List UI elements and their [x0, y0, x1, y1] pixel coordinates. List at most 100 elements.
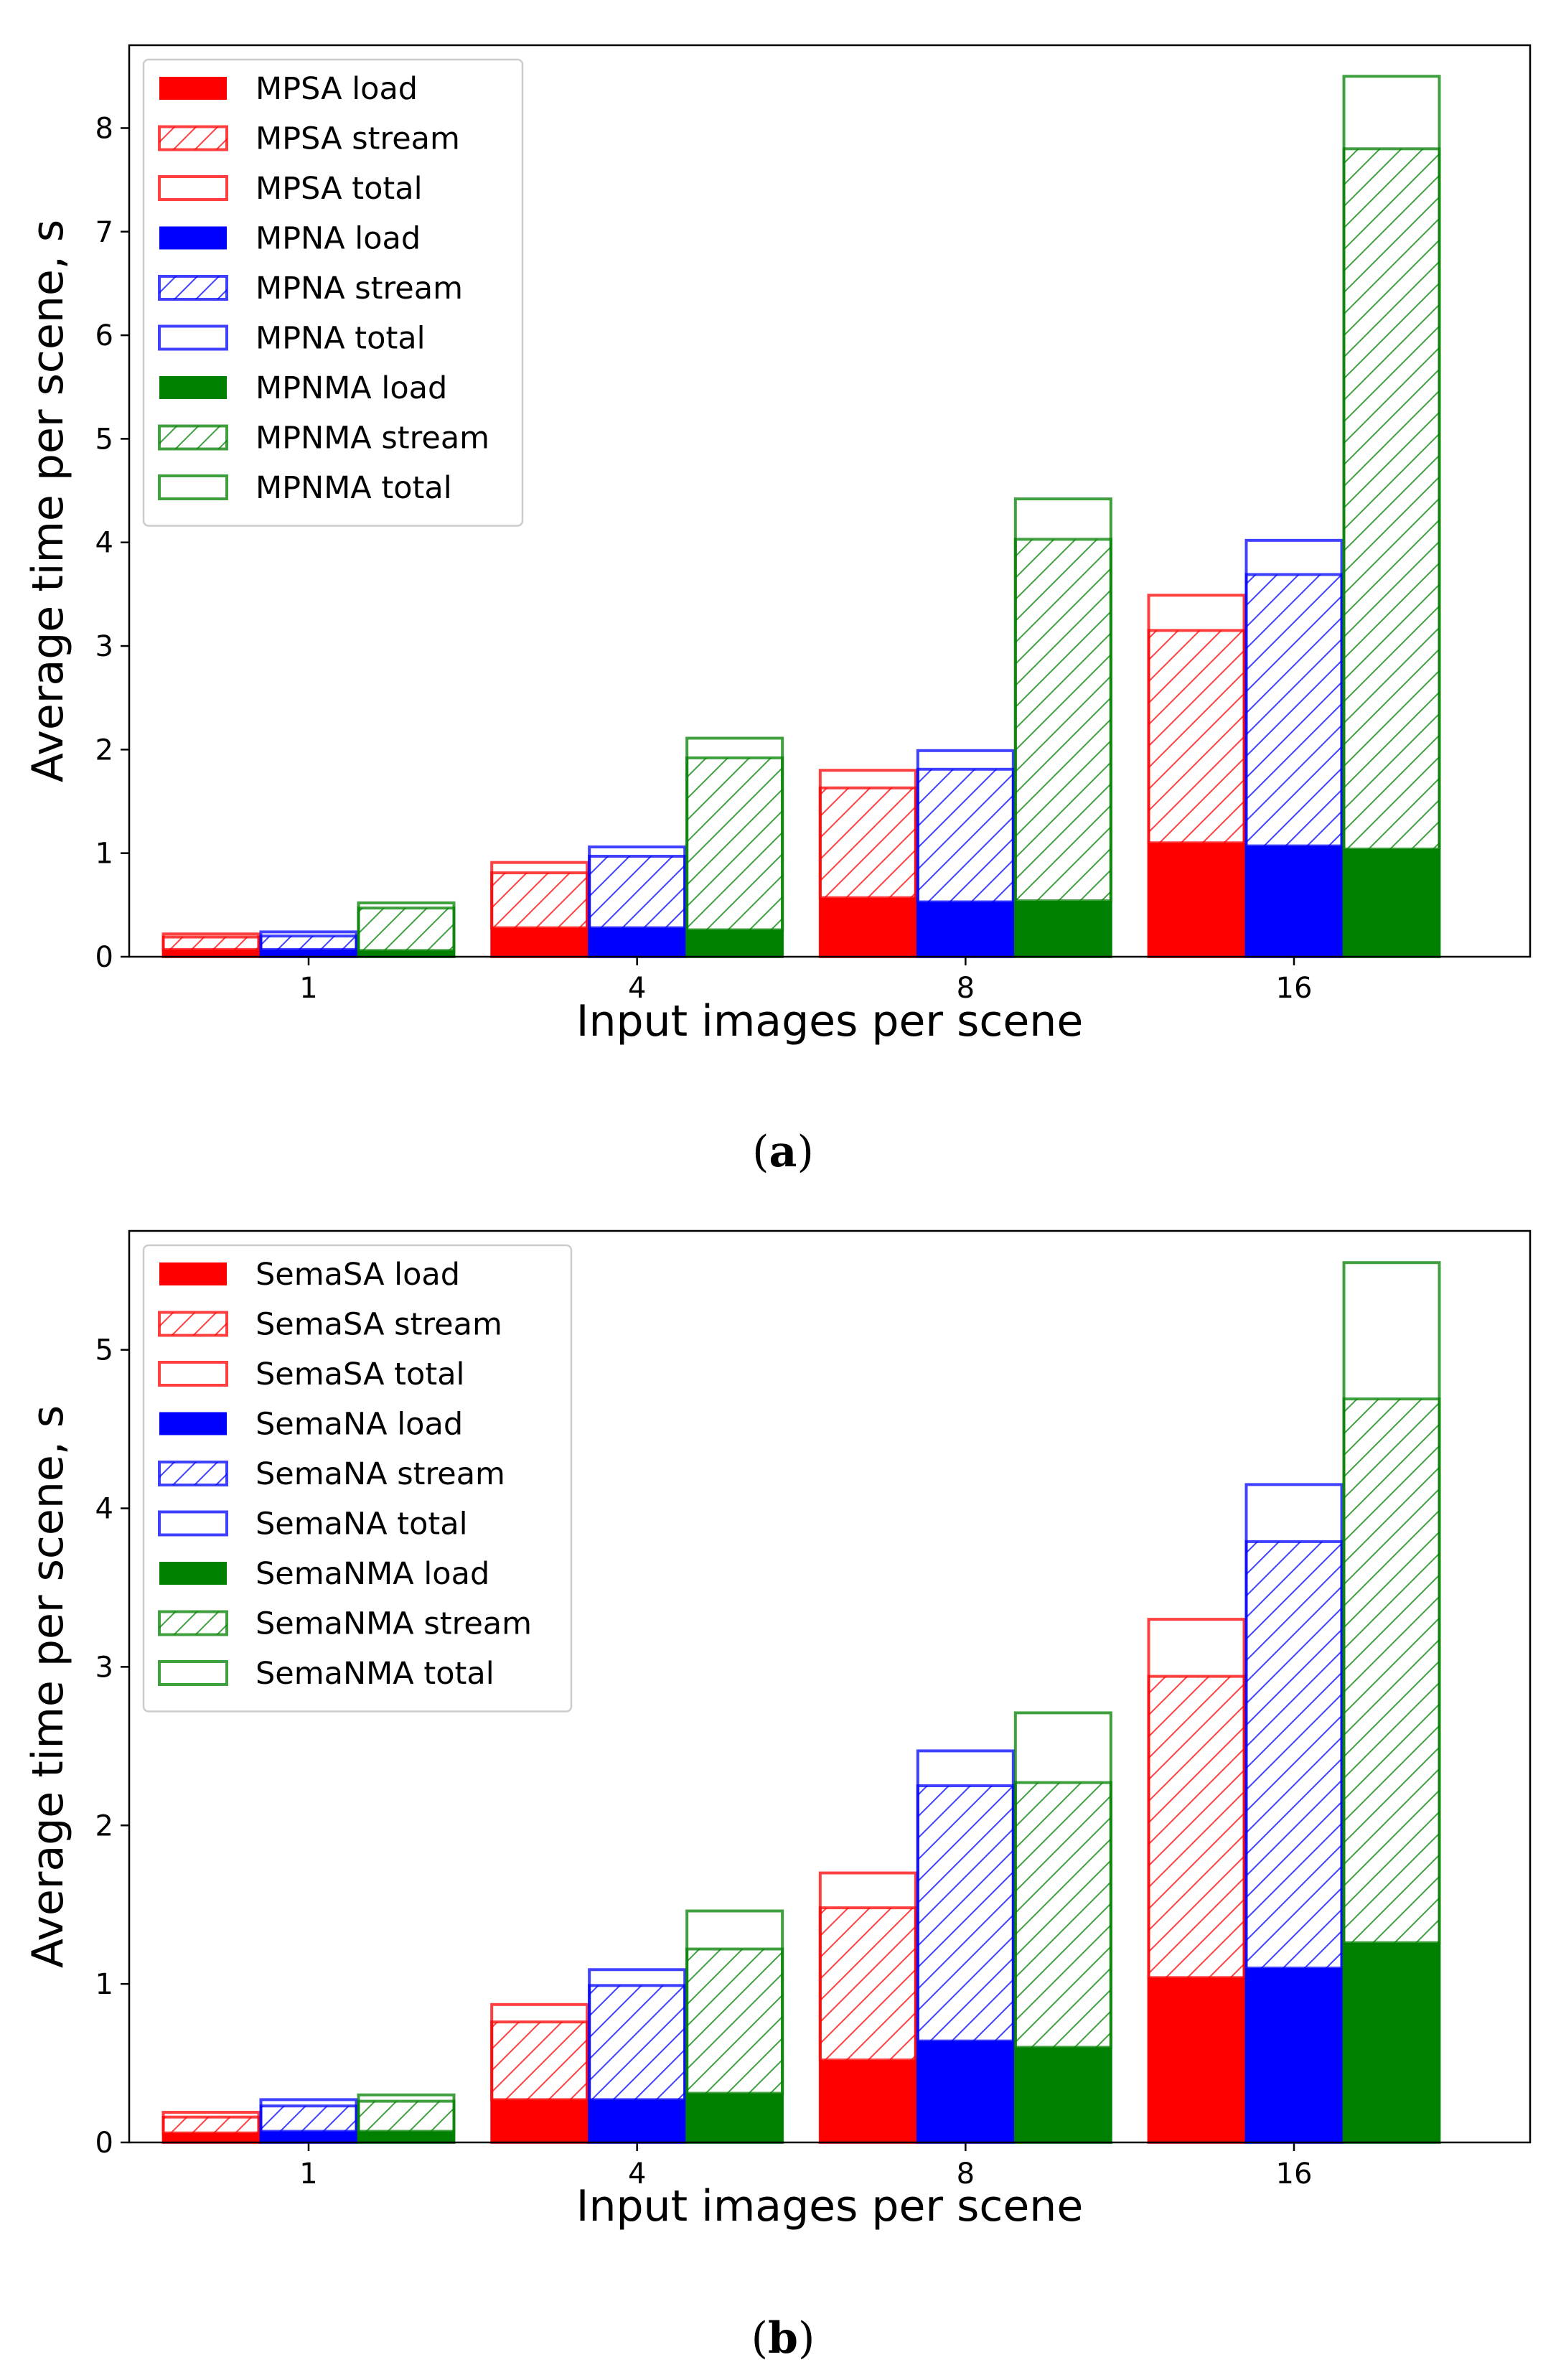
legend-item: SemaNA stream [158, 1456, 505, 1492]
legend-swatch [158, 1461, 228, 1486]
bar-MPNMA-stream-1 [357, 906, 456, 952]
y-tick-label: 1 [95, 1968, 113, 2001]
x-tick-label: 4 [628, 2158, 646, 2191]
legend-swatch [159, 376, 227, 399]
y-tick-label: 5 [95, 423, 113, 456]
legend-swatch [159, 1412, 227, 1435]
bar-SemaNMA-load-1 [357, 2131, 455, 2142]
bar-SemaSA-stream-4 [490, 2020, 589, 2102]
x-tick-label: 16 [1276, 2158, 1313, 2191]
legend-label: MPSA stream [255, 121, 460, 157]
legend-item: MPNMA total [158, 470, 452, 506]
x-axis-label: Input images per scene [576, 2181, 1084, 2231]
legend-label: SemaSA total [255, 1357, 465, 1392]
x-axis-ticks: 1 4 8 16 [299, 957, 1312, 1005]
panel-caption: (a) [752, 1127, 814, 1177]
bar-SemaSA-stream-16 [1147, 1674, 1246, 1980]
x-tick-label: 4 [628, 972, 646, 1005]
legend-swatch [158, 1311, 228, 1337]
bar-MPNA-load-4 [588, 927, 686, 957]
plot-frame [128, 1229, 1532, 2144]
legend: SemaSA load SemaSA stream SemaSA total Sema… [142, 1244, 573, 1713]
legend-swatch [159, 226, 227, 250]
legend-item: MPSA stream [158, 121, 460, 157]
bar-SemaSA-stream-8 [818, 1906, 917, 2062]
bar-MPNMA-load-4 [685, 929, 784, 957]
legend-swatch [159, 1562, 227, 1585]
caption-letter: b [768, 2313, 798, 2363]
legend: MPSA load MPSA stream MPSA total MPNA load M… [142, 58, 524, 527]
legend-label: SemaNA total [255, 1507, 468, 1542]
bar-MPSA-stream-8 [818, 786, 917, 899]
bar-SemaNMA-stream-1 [357, 2099, 456, 2133]
x-axis-ticks: 1 4 8 16 [299, 2142, 1312, 2191]
bar-MPNA-stream-16 [1244, 573, 1344, 848]
x-tick-label: 1 [299, 972, 317, 1005]
panel-caption: (b) [751, 2313, 815, 2363]
y-tick-label: 2 [95, 1809, 113, 1842]
bar-MPNA-stream-1 [259, 934, 358, 951]
legend-item: SemaSA total [158, 1357, 465, 1392]
x-tick-label: 8 [957, 2158, 975, 2191]
bar-SemaNA-stream-4 [588, 1984, 687, 2102]
legend-swatch [158, 125, 228, 151]
x-tick-label: 16 [1276, 972, 1313, 1005]
y-tick-label: 6 [95, 319, 113, 352]
y-axis-ticks: 0 1 2 3 4 5 6 7 8 [95, 112, 129, 974]
y-tick-label: 4 [95, 527, 113, 560]
legend-item: SemaNMA total [158, 1656, 494, 1692]
legend-label: MPNA stream [255, 271, 463, 306]
x-tick-label: 1 [299, 2158, 317, 2191]
bar-SemaNMA-load-8 [1014, 2047, 1112, 2142]
chart-panel-b: SemaSA load SemaSA stream SemaSA total Sema… [23, 1229, 1532, 2363]
y-axis-ticks: 0 1 2 3 4 5 [95, 1334, 129, 2160]
legend-label: MPNA total [255, 321, 426, 357]
y-tick-label: 8 [95, 112, 113, 145]
bar-MPSA-load-4 [490, 927, 589, 957]
legend-label: MPNMA load [255, 370, 447, 406]
x-tick-label: 8 [957, 972, 975, 1005]
legend-item: SemaNMA stream [158, 1606, 532, 1642]
legend-label: SemaNA stream [255, 1456, 505, 1492]
bar-MPNA-load-16 [1245, 845, 1343, 957]
bar-MPNA-stream-8 [916, 767, 1015, 904]
bar-SemaNA-stream-16 [1244, 1540, 1344, 1970]
bar-SemaSA-load-16 [1148, 1977, 1245, 2142]
legend-swatch [159, 77, 227, 100]
plot-frame [128, 44, 1532, 958]
legend-swatch [158, 424, 228, 451]
bar-group [161, 1261, 1441, 2145]
legend-item: SemaSA stream [158, 1307, 502, 1343]
legend-item: MPSA load [159, 71, 418, 107]
legend-swatch [158, 1610, 228, 1636]
legend-label: MPNMA total [255, 470, 452, 506]
bar-MPSA-stream-4 [490, 871, 589, 929]
legend-swatch [158, 1660, 228, 1686]
y-tick-label: 4 [95, 1493, 113, 1526]
legend-box [142, 58, 524, 527]
legend-label: MPNA load [255, 221, 421, 257]
bar-MPSA-stream-1 [161, 935, 261, 951]
legend-label: SemaNMA load [255, 1556, 489, 1592]
legend-item: SemaSA load [159, 1257, 460, 1293]
legend-label: SemaNMA total [255, 1656, 494, 1692]
y-tick-label: 1 [95, 838, 113, 871]
bar-SemaNA-stream-1 [259, 2104, 358, 2133]
y-tick-label: 5 [95, 1334, 113, 1367]
bar-MPSA-load-16 [1148, 843, 1245, 957]
bar-MPNMA-stream-16 [1342, 147, 1441, 851]
bar-SemaSA-load-1 [162, 2132, 260, 2142]
legend-item: SemaNA load [159, 1407, 463, 1443]
bar-MPNA-load-1 [260, 949, 357, 957]
chart-panel-a: MPSA load MPSA stream MPSA total MPNA load M… [23, 44, 1532, 1177]
legend-label: MPSA load [255, 71, 418, 107]
bar-SemaNA-load-8 [916, 2041, 1015, 2142]
legend-item: SemaNA total [158, 1507, 468, 1542]
y-tick-label: 7 [95, 216, 113, 249]
caption-letter: a [769, 1127, 797, 1177]
y-tick-label: 3 [95, 1651, 113, 1684]
legend-swatch [158, 175, 228, 201]
bar-MPNA-load-8 [916, 901, 1015, 957]
legend-swatch [158, 474, 228, 500]
legend-label: SemaNA load [255, 1407, 463, 1443]
